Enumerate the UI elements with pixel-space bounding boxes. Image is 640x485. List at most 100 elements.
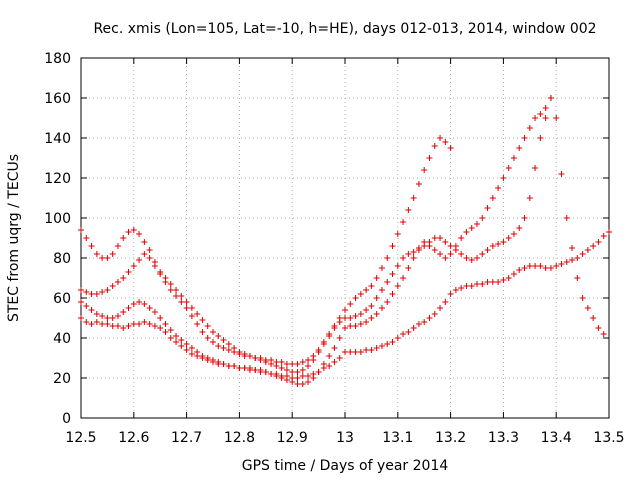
data-point xyxy=(173,287,180,293)
data-point xyxy=(442,139,449,145)
data-point xyxy=(563,215,570,221)
data-point xyxy=(283,361,290,367)
data-point xyxy=(109,251,116,257)
data-point xyxy=(130,301,137,307)
data-point xyxy=(294,381,301,387)
data-point xyxy=(141,301,148,307)
data-point xyxy=(220,345,227,351)
data-point xyxy=(173,293,180,299)
data-point xyxy=(569,257,576,263)
data-point xyxy=(104,255,111,261)
y-tick-label: 20 xyxy=(53,371,71,387)
data-point xyxy=(289,361,296,367)
data-point xyxy=(373,295,380,301)
data-point xyxy=(305,379,312,385)
data-point xyxy=(199,317,206,323)
data-point xyxy=(88,307,95,313)
data-point xyxy=(83,235,90,241)
data-point xyxy=(225,341,232,347)
data-point xyxy=(558,261,565,267)
data-point xyxy=(410,255,417,261)
data-point xyxy=(421,319,428,325)
data-point xyxy=(210,357,216,363)
data-point xyxy=(378,287,385,293)
data-point xyxy=(273,373,280,379)
data-point xyxy=(547,95,554,101)
data-point xyxy=(437,305,444,311)
data-point xyxy=(183,299,190,305)
data-point xyxy=(584,247,591,253)
data-point xyxy=(342,307,348,313)
y-tick-label: 80 xyxy=(53,251,71,267)
data-point xyxy=(447,291,454,297)
data-point xyxy=(273,363,280,369)
data-point xyxy=(141,251,148,257)
data-point xyxy=(463,255,470,261)
data-point xyxy=(426,315,433,321)
data-point xyxy=(463,283,470,289)
data-point xyxy=(347,301,354,307)
y-tick-label: 120 xyxy=(44,171,71,187)
data-point xyxy=(368,303,375,309)
data-point xyxy=(400,219,407,225)
data-point xyxy=(500,277,507,283)
data-point xyxy=(93,251,100,257)
data-point xyxy=(595,239,602,245)
data-point xyxy=(183,347,190,353)
data-point xyxy=(505,235,512,241)
data-point xyxy=(347,315,354,321)
data-point xyxy=(162,329,169,335)
data-point xyxy=(78,299,84,305)
x-tick-label: 13.4 xyxy=(541,430,572,446)
data-point xyxy=(394,283,401,289)
data-point xyxy=(225,363,232,369)
y-tick-label: 100 xyxy=(44,211,71,227)
data-point xyxy=(320,341,327,347)
data-point xyxy=(368,315,375,321)
data-point xyxy=(215,343,222,349)
data-point xyxy=(178,299,185,305)
data-point xyxy=(458,285,465,291)
data-point xyxy=(542,265,549,271)
data-point xyxy=(188,313,195,319)
data-point xyxy=(331,359,338,365)
data-point xyxy=(283,377,290,383)
data-point xyxy=(104,287,111,293)
data-point xyxy=(458,251,465,257)
data-point xyxy=(104,321,111,327)
data-point xyxy=(400,331,407,337)
data-point xyxy=(405,329,412,335)
data-point xyxy=(437,235,444,241)
data-point xyxy=(268,371,275,377)
data-point xyxy=(130,263,137,269)
data-point xyxy=(299,381,306,387)
data-point xyxy=(299,359,306,365)
data-point xyxy=(510,271,517,277)
y-tick-label: 140 xyxy=(44,131,71,147)
data-point xyxy=(357,291,364,297)
data-point xyxy=(384,299,391,305)
data-point xyxy=(526,195,533,201)
grid xyxy=(81,58,609,418)
data-point xyxy=(574,255,581,261)
series-2 xyxy=(78,95,554,387)
data-point xyxy=(437,135,444,141)
data-point xyxy=(299,373,306,379)
data-point xyxy=(88,291,95,297)
data-point xyxy=(199,353,206,359)
data-point xyxy=(299,367,306,373)
data-point xyxy=(331,325,338,331)
data-point xyxy=(331,345,338,351)
data-point xyxy=(505,165,512,171)
data-point xyxy=(78,287,84,293)
data-point xyxy=(595,325,602,331)
data-point xyxy=(120,275,127,281)
data-point xyxy=(606,229,612,235)
data-point xyxy=(194,349,201,355)
data-point xyxy=(400,275,407,281)
data-point xyxy=(231,363,238,369)
x-tick-label: 13.1 xyxy=(382,430,413,446)
data-point xyxy=(183,341,190,347)
data-point xyxy=(553,263,560,269)
